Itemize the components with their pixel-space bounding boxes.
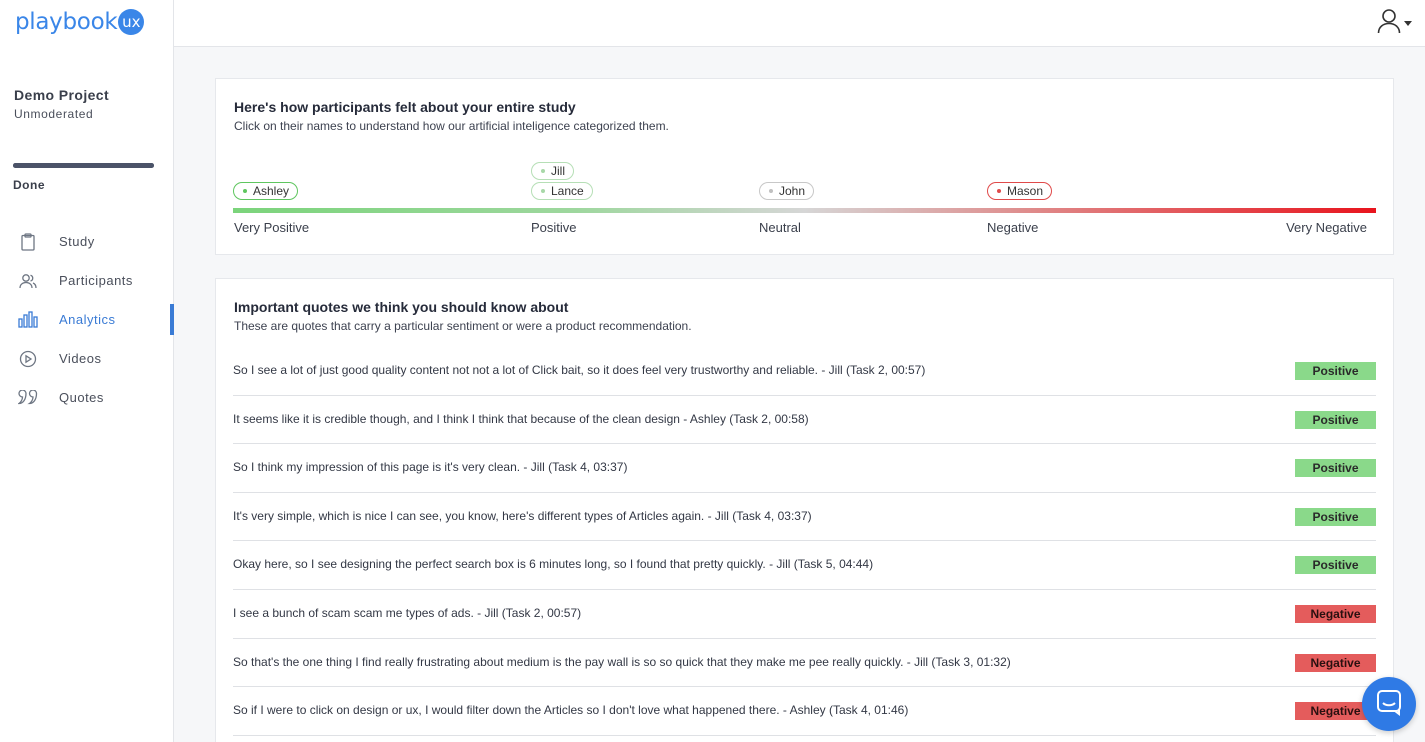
quotes-card: Important quotes we think you should kno…	[215, 278, 1394, 742]
sidebar-nav: Study Participants Analytics Videos Quot…	[0, 222, 174, 417]
sidebar-item-analytics[interactable]: Analytics	[0, 300, 174, 339]
sidebar-item-label: Analytics	[59, 312, 116, 327]
logo-text: playbook	[15, 9, 118, 35]
sentiment-badge: Positive	[1295, 507, 1376, 526]
sentiment-badge: Negative	[1295, 604, 1376, 623]
sentiment-card: Here's how participants felt about your …	[215, 78, 1394, 255]
logo[interactable]: playbook ux	[15, 9, 145, 35]
chat-icon	[1375, 688, 1403, 721]
chat-launcher-button[interactable]	[1362, 677, 1416, 731]
chevron-down-icon	[1404, 21, 1412, 26]
sidebar-item-label: Participants	[59, 273, 133, 288]
user-icon	[1377, 8, 1401, 39]
quote-text: So I think my impression of this page is…	[233, 460, 628, 475]
quote-text: So that's the one thing I find really fr…	[233, 654, 1011, 669]
sidebar-item-label: Quotes	[59, 390, 104, 405]
project-type: Unmoderated	[14, 107, 94, 121]
sidebar-item-label: Study	[59, 234, 95, 249]
quote-row[interactable]: So if I were to click on design or ux, I…	[233, 687, 1376, 736]
clipboard-icon	[18, 232, 38, 252]
sidebar-item-participants[interactable]: Participants	[0, 261, 174, 300]
sentiment-badge: Negative	[1295, 653, 1376, 672]
sentiment-badge: Positive	[1295, 410, 1376, 429]
quote-text: Okay here, so I see designing the perfec…	[233, 557, 874, 572]
scale-label-positive: Positive	[531, 220, 577, 235]
sentiment-subtitle: Click on their names to understand how o…	[234, 119, 669, 133]
project-progress-bar	[13, 163, 154, 168]
project-progress-fill	[13, 163, 154, 168]
user-menu-button[interactable]	[1377, 8, 1412, 39]
scale-label-very-negative: Very Negative	[1286, 220, 1367, 235]
quote-text: It's very simple, which is nice I can se…	[233, 508, 812, 523]
quote-row[interactable]: It's very simple, which is nice I can se…	[233, 493, 1376, 542]
quote-row[interactable]: So I see a lot of just good quality cont…	[233, 347, 1376, 396]
quotes-title: Important quotes we think you should kno…	[234, 299, 569, 315]
quote-text: It seems like it is credible though, and…	[233, 411, 809, 426]
quote-row[interactable]: So I think my impression of this page is…	[233, 444, 1376, 493]
quote-icon	[18, 388, 38, 408]
scale-label-negative: Negative	[987, 220, 1039, 235]
participant-chip-ashley[interactable]: Ashley	[233, 182, 299, 200]
sidebar: playbook ux Demo Project Unmoderated Don…	[0, 0, 174, 742]
users-icon	[18, 271, 38, 291]
logo-badge: ux	[118, 9, 145, 35]
quote-row[interactable]: Okay here, so I see designing the perfec…	[233, 541, 1376, 590]
play-circle-icon	[18, 349, 38, 369]
participant-chip-lance[interactable]: Lance	[531, 182, 593, 200]
sentiment-badge: Positive	[1295, 362, 1376, 380]
quote-text: I see a bunch of scam scam me types of a…	[233, 605, 582, 620]
sidebar-item-quotes[interactable]: Quotes	[0, 378, 174, 417]
project-name: Demo Project	[14, 87, 110, 103]
sentiment-title: Here's how participants felt about your …	[234, 99, 576, 115]
quotes-subtitle: These are quotes that carry a particular…	[234, 319, 692, 333]
quote-row[interactable]: So that's the one thing I find really fr…	[233, 639, 1376, 688]
sentiment-scale-bar	[233, 208, 1376, 213]
quote-text: So I see a lot of just good quality cont…	[233, 363, 926, 377]
participant-chip-mason[interactable]: Mason	[987, 182, 1053, 200]
top-bar	[174, 0, 1425, 47]
quote-row[interactable]: I see a bunch of scam scam me types of a…	[233, 590, 1376, 639]
sentiment-badge: Positive	[1295, 556, 1376, 575]
sentiment-badge: Negative	[1295, 702, 1376, 721]
scale-label-very-positive: Very Positive	[234, 220, 310, 235]
quote-text: So if I were to click on design or ux, I…	[233, 703, 909, 718]
project-status: Done	[13, 178, 45, 192]
sidebar-item-study[interactable]: Study	[0, 222, 174, 261]
quotes-list: So I see a lot of just good quality cont…	[233, 347, 1376, 736]
quote-row[interactable]: It seems like it is credible though, and…	[233, 396, 1376, 445]
scale-label-neutral: Neutral	[759, 220, 801, 235]
participant-chip-john[interactable]: John	[759, 182, 815, 200]
bar-chart-icon	[18, 310, 38, 330]
participant-chip-jill[interactable]: Jill	[531, 162, 574, 180]
sidebar-item-videos[interactable]: Videos	[0, 339, 174, 378]
sentiment-badge: Positive	[1295, 459, 1376, 478]
sidebar-item-label: Videos	[59, 351, 102, 366]
